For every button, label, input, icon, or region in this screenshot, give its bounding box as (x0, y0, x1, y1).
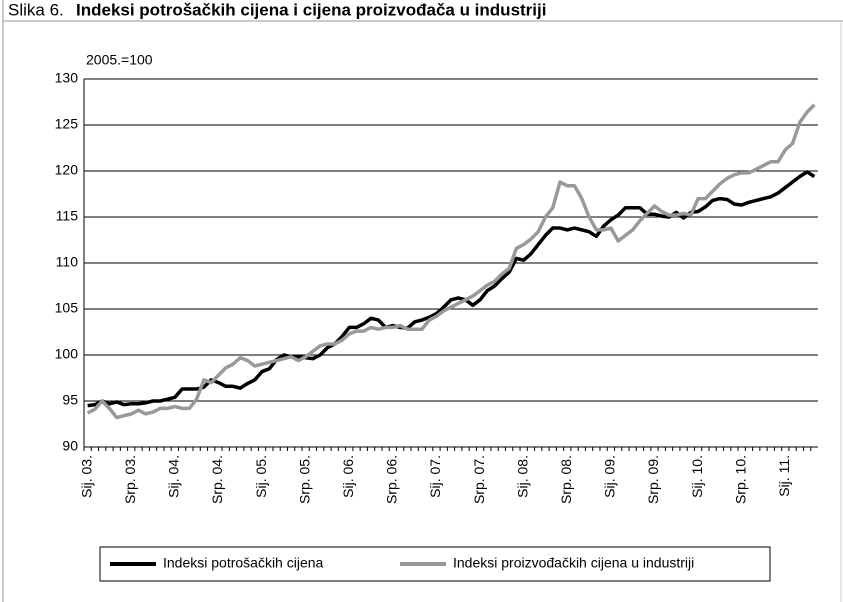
y-tick-label: 105 (55, 300, 79, 316)
x-tick-label: Srp. 06. (384, 455, 400, 504)
series-line (86, 103, 816, 420)
title-group: Slika 6. Indeksi potrošačkih cijena i ci… (8, 0, 546, 19)
x-tick-label: Sij. 03. (78, 455, 94, 498)
x-tick-label: Srp. 05. (296, 455, 312, 504)
legend-box (99, 546, 771, 582)
y-unit: 2005.=100 (86, 52, 153, 68)
x-tick-label: Sij. 04. (166, 455, 182, 498)
x-tick-label: Sij. 11. (776, 455, 792, 497)
y-tick-label: 120 (55, 162, 79, 178)
y-tick-label: 130 (55, 70, 79, 86)
x-tick-label: Srp. 08. (558, 455, 574, 504)
chart-title: Indeksi potrošačkih cijena i cijena proi… (76, 0, 546, 19)
x-tick-label: Srp. 03. (122, 455, 138, 504)
figure-label: Slika 6. (8, 0, 64, 19)
y-tick-label: 110 (56, 254, 79, 270)
x-tick-label: Sij. 10. (689, 455, 705, 498)
x-tick-label: Srp. 10. (732, 455, 748, 504)
y-tick-label: 115 (56, 208, 79, 224)
x-tick-label: Sij. 07. (427, 455, 443, 498)
x-tick-label: Srp. 04. (209, 455, 225, 504)
y-tick-label: 100 (55, 346, 79, 362)
x-tick-label: Sij. 08. (514, 455, 530, 498)
legend-label: Indeksi proizvođačkih cijena u industrij… (453, 555, 694, 571)
x-tick-label: Sij. 09. (602, 455, 618, 498)
x-tick-label: Sij. 05. (253, 455, 269, 498)
legend-label: Indeksi potrošačkih cijena (163, 555, 324, 571)
series-line (87, 170, 816, 408)
y-tick-label: 95 (62, 392, 78, 408)
x-tick-label: Srp. 09. (645, 455, 661, 504)
y-tick-label: 125 (55, 116, 79, 132)
x-tick-label: Sij. 06. (340, 455, 356, 498)
y-tick-label: 90 (62, 438, 78, 454)
x-tick-label: Srp. 07. (471, 455, 487, 504)
